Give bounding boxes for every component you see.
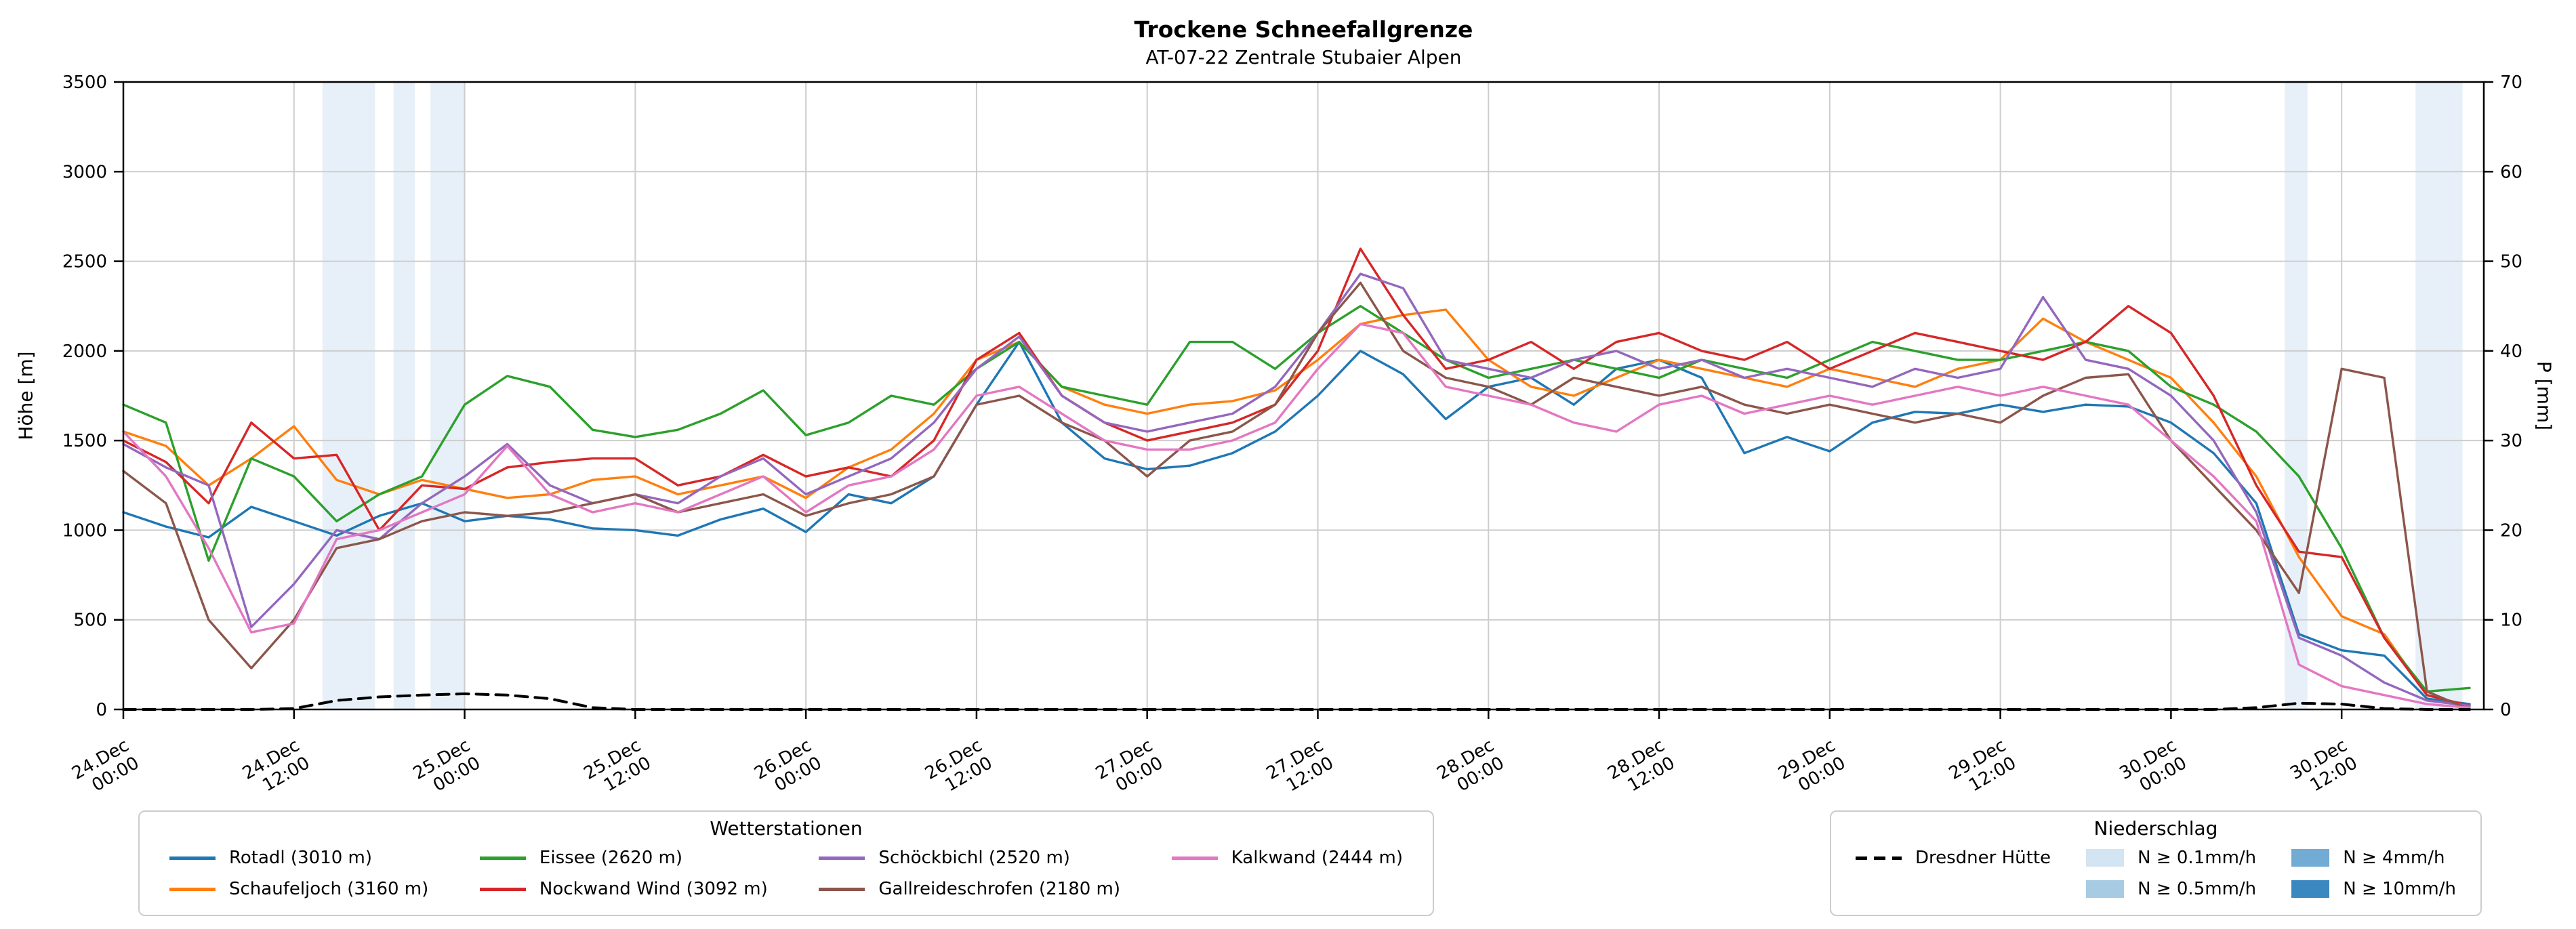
legend-station-label: Gallreideschrofen (2180 m) xyxy=(878,879,1121,899)
legend-dashed-line-sample xyxy=(1856,856,1902,860)
legend-line-sample xyxy=(819,887,865,891)
legend-station-label: Nockwand Wind (3092 m) xyxy=(539,879,768,899)
legend-item-schoeckbichl: Schöckbichl (2520 m) xyxy=(819,848,1120,868)
x-tick-label: 29.Dec00:00 xyxy=(1775,735,1849,800)
legend-item-nockwand-wind: Nockwand Wind (3092 m) xyxy=(479,879,768,899)
y-left-tick-label: 1000 xyxy=(62,520,107,541)
x-tick-label: 24.Dec00:00 xyxy=(68,735,142,800)
legend-item-schaufeljoch: Schaufeljoch (3160 m) xyxy=(169,879,428,899)
x-tick-label: 28.Dec12:00 xyxy=(1604,735,1678,800)
stations-legend-title: Wetterstationen xyxy=(710,817,863,840)
y-left-tick-label: 3000 xyxy=(62,162,107,182)
legend-station-label: Schöckbichl (2520 m) xyxy=(878,848,1070,868)
precip-legend: Niederschlag Dresdner Hütte N ≥ 0.1mm/h … xyxy=(1830,810,2482,916)
series-line xyxy=(122,308,2471,707)
x-tick-label: 26.Dec00:00 xyxy=(751,735,825,800)
x-tick-label: 29.Dec12:00 xyxy=(1946,735,2020,800)
precip-band xyxy=(322,82,375,709)
chart-subtitle: AT-07-22 Zentrale Stubaier Alpen xyxy=(1145,46,1462,68)
legend-line-sample xyxy=(169,887,216,891)
legend-precip-label: N ≥ 0.1mm/h xyxy=(2138,848,2257,868)
legend-item-rotadl: Rotadl (3010 m) xyxy=(169,848,428,868)
legend-line-sample xyxy=(819,856,865,860)
stations-legend: Wetterstationen Rotadl (3010 m) Schaufel… xyxy=(138,810,1434,916)
chart-title: Trockene Schneefallgrenze xyxy=(1134,16,1473,43)
series-line xyxy=(122,305,2471,693)
series-line xyxy=(122,692,2471,711)
series-line xyxy=(122,281,2471,711)
y-right-tick-label: 0 xyxy=(2500,700,2512,720)
legend-line-sample xyxy=(1171,856,1218,860)
x-tick-label: 26.Dec12:00 xyxy=(922,735,996,800)
legend-precip-label: N ≥ 10mm/h xyxy=(2343,879,2456,899)
series-line xyxy=(122,272,2471,707)
x-tick-label: 25.Dec12:00 xyxy=(580,735,654,800)
y-right-tick-label: 50 xyxy=(2500,252,2522,272)
y-right-tick-label: 30 xyxy=(2500,431,2522,451)
legend-station-label: Kalkwand (2444 m) xyxy=(1231,848,1403,868)
legend-station-label: Eissee (2620 m) xyxy=(539,848,682,868)
precip-band xyxy=(2415,82,2463,709)
x-tick-label: 27.Dec12:00 xyxy=(1263,735,1337,800)
y-left-tick-label: 2000 xyxy=(62,342,107,362)
y-left-tick-label: 500 xyxy=(73,611,107,631)
legend-item-precip-01: N ≥ 0.1mm/h xyxy=(2086,848,2256,868)
precip-band xyxy=(430,82,465,709)
y-left-tick-label: 2500 xyxy=(62,252,107,272)
legend-station-label: Schaufeljoch (3160 m) xyxy=(229,879,429,899)
y-right-tick-label: 20 xyxy=(2500,520,2522,541)
x-tick-label: 28.Dec00:00 xyxy=(1433,735,1507,800)
legend-precip-swatch xyxy=(2291,849,2330,867)
y-right-tick-label: 70 xyxy=(2500,73,2522,93)
legend-item-kalkwand: Kalkwand (2444 m) xyxy=(1171,848,1403,868)
y-right-tick-label: 60 xyxy=(2500,162,2522,182)
series-line xyxy=(122,247,2471,707)
legend-item-eissee: Eissee (2620 m) xyxy=(479,848,768,868)
stations-legend-grid: Rotadl (3010 m) Schaufeljoch (3160 m) Ei… xyxy=(140,840,1433,911)
legend-precip-swatch xyxy=(2086,880,2125,898)
legend-item-precip-4: N ≥ 4mm/h xyxy=(2291,848,2456,868)
legend-item-gallreideschrofen: Gallreideschrofen (2180 m) xyxy=(819,879,1120,899)
series-line xyxy=(122,340,2471,705)
precip-legend-grid: Dresdner Hütte N ≥ 0.1mm/h N ≥ 0.5mm/h N… xyxy=(1831,840,2480,911)
precip-band xyxy=(2285,82,2308,709)
legend-station-label: Rotadl (3010 m) xyxy=(229,848,372,868)
precip-band xyxy=(393,82,415,709)
legend-line-sample xyxy=(169,856,216,860)
y-left-tick-label: 0 xyxy=(96,700,107,720)
legend-item-precip-05: N ≥ 0.5mm/h xyxy=(2086,879,2256,899)
y-right-tick-label: 40 xyxy=(2500,342,2522,362)
legend-line-sample xyxy=(479,887,526,891)
legend-line-sample xyxy=(479,856,526,860)
plot-area: 0 500 1000 1500 2000 2500 3000 3500 0 10 20 30 40 50 6… xyxy=(62,73,2522,800)
legend-precip-swatch xyxy=(2086,849,2125,867)
precip-legend-title: Niederschlag xyxy=(2093,817,2218,840)
legend-item-dresdner-huette: Dresdner Hütte xyxy=(1856,848,2051,868)
plot-border xyxy=(122,81,2485,711)
y-right-tick-label: 10 xyxy=(2500,611,2522,631)
y-left-tick-label: 3500 xyxy=(62,73,107,93)
legend-item-precip-10: N ≥ 10mm/h xyxy=(2291,879,2456,899)
legend-precip-label: N ≥ 0.5mm/h xyxy=(2138,879,2257,899)
legend-precip-line-label: Dresdner Hütte xyxy=(1915,848,2051,868)
x-tick-label: 25.Dec00:00 xyxy=(410,735,484,800)
series-line xyxy=(122,323,2471,709)
y-left-tick-label: 1500 xyxy=(62,431,107,451)
legend-precip-swatch xyxy=(2291,880,2330,898)
x-tick-label: 30.Dec00:00 xyxy=(2117,735,2190,800)
x-tick-label: 27.Dec00:00 xyxy=(1092,735,1166,800)
legend-precip-label: N ≥ 4mm/h xyxy=(2343,848,2445,868)
x-tick-label: 30.Dec12:00 xyxy=(2287,735,2360,800)
x-tick-label: 24.Dec12:00 xyxy=(239,735,313,800)
